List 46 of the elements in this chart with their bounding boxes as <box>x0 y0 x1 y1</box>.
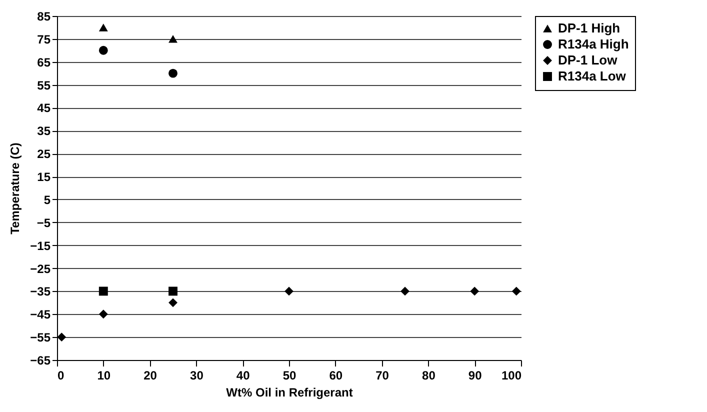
point <box>98 46 108 55</box>
y-tick-label: 5 <box>44 192 51 207</box>
legend-label: R134a Low <box>558 68 627 84</box>
x-tick-label: 40 <box>236 368 250 382</box>
point <box>168 298 178 308</box>
point <box>98 286 108 296</box>
y-tick-label: 65 <box>37 55 51 70</box>
y-tick-label: −35 <box>30 284 51 299</box>
point <box>470 286 480 296</box>
point <box>57 332 66 342</box>
y-tick-label: −45 <box>30 308 51 322</box>
x-tick-label: 60 <box>329 368 343 382</box>
y-tick-label: 25 <box>37 147 51 162</box>
y-tick-label: 45 <box>37 101 51 116</box>
x-tick-label: 70 <box>376 368 390 382</box>
x-tick-label: 100 <box>501 368 522 382</box>
y-tick-label: −55 <box>30 330 51 345</box>
x-tick-label: 20 <box>144 368 158 382</box>
point <box>168 35 178 43</box>
point <box>168 68 178 78</box>
legend-label: R134a High <box>558 36 629 52</box>
y-tick-label: 35 <box>37 124 51 138</box>
x-tick-label: 90 <box>468 368 482 382</box>
point <box>512 286 521 296</box>
legend-label: DP-1 Low <box>558 52 618 68</box>
legend-label: DP-1 High <box>558 20 620 36</box>
y-tick-label: −5 <box>36 216 51 230</box>
point <box>400 286 410 296</box>
y-tick-label: −25 <box>30 262 51 276</box>
point <box>284 286 294 296</box>
point <box>168 286 178 296</box>
y-tick-label: 75 <box>37 32 51 46</box>
x-tick-label: 0 <box>58 368 64 382</box>
y-tick-label: 85 <box>37 10 51 24</box>
x-tick-label: 30 <box>190 368 204 382</box>
y-tick-label: −15 <box>30 238 51 253</box>
y-tick-label: 15 <box>37 170 51 184</box>
y-tick-label: −65 <box>30 354 51 368</box>
x-tick-label: 10 <box>97 368 111 382</box>
point <box>98 24 108 32</box>
x-axis-title: Wt% Oil in Refrigerant <box>226 386 353 400</box>
y-tick-label: 55 <box>37 78 51 92</box>
x-tick-label: 80 <box>422 368 436 382</box>
point <box>98 310 108 319</box>
y-axis-title: Temperature (C) <box>8 142 22 234</box>
x-tick-label: 50 <box>282 368 296 382</box>
